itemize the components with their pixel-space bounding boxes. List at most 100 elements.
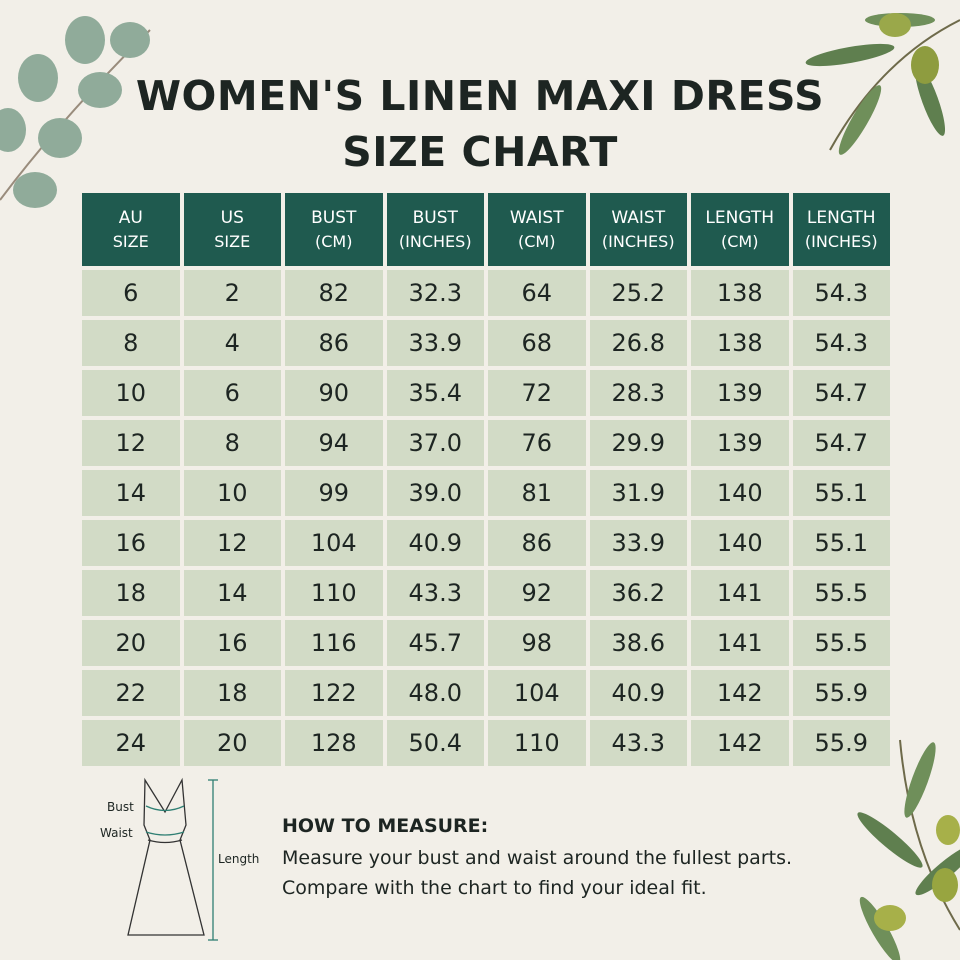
table-cell: 12 (82, 420, 180, 466)
table-cell: 43.3 (589, 720, 687, 766)
table-cell: 39.0 (386, 470, 484, 516)
table-cell: 45.7 (386, 620, 484, 666)
table-cell: 36.2 (589, 570, 687, 616)
table-cell: 14 (82, 470, 180, 516)
table-cell: 33.9 (386, 320, 484, 366)
table-cell: 38.6 (589, 620, 687, 666)
table-cell: 22 (82, 670, 180, 716)
table-cell: 32.3 (386, 270, 484, 316)
table-cell: 10 (183, 470, 281, 516)
table-cell: 116 (285, 620, 383, 666)
table-cell: 6 (82, 270, 180, 316)
header-cell: LENGTH (INCHES) (792, 193, 890, 266)
table-cell: 55.9 (792, 720, 890, 766)
header-cell: LENGTH (CM) (691, 193, 789, 266)
table-cell: 94 (285, 420, 383, 466)
table-cell: 76 (488, 420, 586, 466)
table-cell: 16 (82, 520, 180, 566)
measure-section: HOW TO MEASURE: Measure your bust and wa… (282, 815, 792, 903)
table-cell: 140 (691, 470, 789, 516)
table-cell: 55.9 (792, 670, 890, 716)
diagram-label: Waist (100, 826, 133, 840)
header-cell: AU SIZE (82, 193, 180, 266)
title: WOMEN'S LINEN MAXI DRESS SIZE CHART (135, 72, 825, 176)
table-cell: 54.3 (792, 320, 890, 366)
table-cell: 18 (82, 570, 180, 616)
table-cell: 54.7 (792, 370, 890, 416)
header-cell: BUST (CM) (285, 193, 383, 266)
table-cell: 98 (488, 620, 586, 666)
table-cell: 48.0 (386, 670, 484, 716)
size-table: AU SIZE US SIZE BUST (CM) BUST (INCHES) WAIST (CM… (82, 193, 890, 766)
header-text: (CM) (315, 231, 353, 251)
table-cell: 138 (691, 320, 789, 366)
table-cell: 29.9 (589, 420, 687, 466)
table-cell: 110 (488, 720, 586, 766)
table-cell: 31.9 (589, 470, 687, 516)
table-cell: 37.0 (386, 420, 484, 466)
header-text: SIZE (112, 231, 149, 251)
table-cell: 141 (691, 620, 789, 666)
header-text: (INCHES) (804, 231, 878, 251)
table-cell: 110 (285, 570, 383, 616)
table-cell: 10 (82, 370, 180, 416)
table-cell: 25.2 (589, 270, 687, 316)
table-cell: 139 (691, 420, 789, 466)
table-cell: 55.1 (792, 470, 890, 516)
table-cell: 28.3 (589, 370, 687, 416)
table-cell: 141 (691, 570, 789, 616)
table-cell: 54.7 (792, 420, 890, 466)
header-text: (CM) (518, 231, 556, 251)
table-cell: 2 (183, 270, 281, 316)
table-cell: 20 (183, 720, 281, 766)
header-cell: WAIST (CM) (488, 193, 586, 266)
table-cell: 6 (183, 370, 281, 416)
measure-text: Compare with the chart to find your idea… (282, 877, 707, 899)
table-cell: 8 (82, 320, 180, 366)
table-cell: 55.5 (792, 620, 890, 666)
table-cell: 82 (285, 270, 383, 316)
measure-heading: HOW TO MEASURE: (282, 815, 489, 837)
table-cell: 8 (183, 420, 281, 466)
table-cell: 104 (488, 670, 586, 716)
header-text: AU (118, 207, 143, 228)
header-text: LENGTH (705, 207, 775, 228)
table-cell: 54.3 (792, 270, 890, 316)
header-cell: BUST (INCHES) (386, 193, 484, 266)
table-cell: 14 (183, 570, 281, 616)
diagram-label: Bust (107, 800, 134, 814)
table-cell: 50.4 (386, 720, 484, 766)
table-cell: 72 (488, 370, 586, 416)
table-cell: 18 (183, 670, 281, 716)
table-cell: 16 (183, 620, 281, 666)
measure-text: Measure your bust and waist around the f… (282, 847, 793, 869)
header-text: BUST (311, 207, 357, 228)
table-cell: 20 (82, 620, 180, 666)
header-text: US (220, 207, 244, 228)
table-cell: 86 (285, 320, 383, 366)
table-cell: 140 (691, 520, 789, 566)
table-cell: 139 (691, 370, 789, 416)
table-cell: 142 (691, 670, 789, 716)
table-cell: 12 (183, 520, 281, 566)
header-text: (CM) (721, 231, 759, 251)
table-cell: 90 (285, 370, 383, 416)
header-text: (INCHES) (398, 231, 472, 251)
table-cell: 138 (691, 270, 789, 316)
table-cell: 86 (488, 520, 586, 566)
header-cell: WAIST (INCHES) (589, 193, 687, 266)
header-text: SIZE (214, 231, 251, 251)
table-cell: 43.3 (386, 570, 484, 616)
table-cell: 122 (285, 670, 383, 716)
diagram-label: Length (218, 852, 260, 866)
table-cell: 40.9 (589, 670, 687, 716)
table-cell: 26.8 (589, 320, 687, 366)
table-cell: 104 (285, 520, 383, 566)
header-text: WAIST (611, 207, 666, 228)
header-text: (INCHES) (601, 231, 675, 251)
table-cell: 40.9 (386, 520, 484, 566)
table-cell: 55.1 (792, 520, 890, 566)
table-cell: 128 (285, 720, 383, 766)
header-text: BUST (412, 207, 458, 228)
